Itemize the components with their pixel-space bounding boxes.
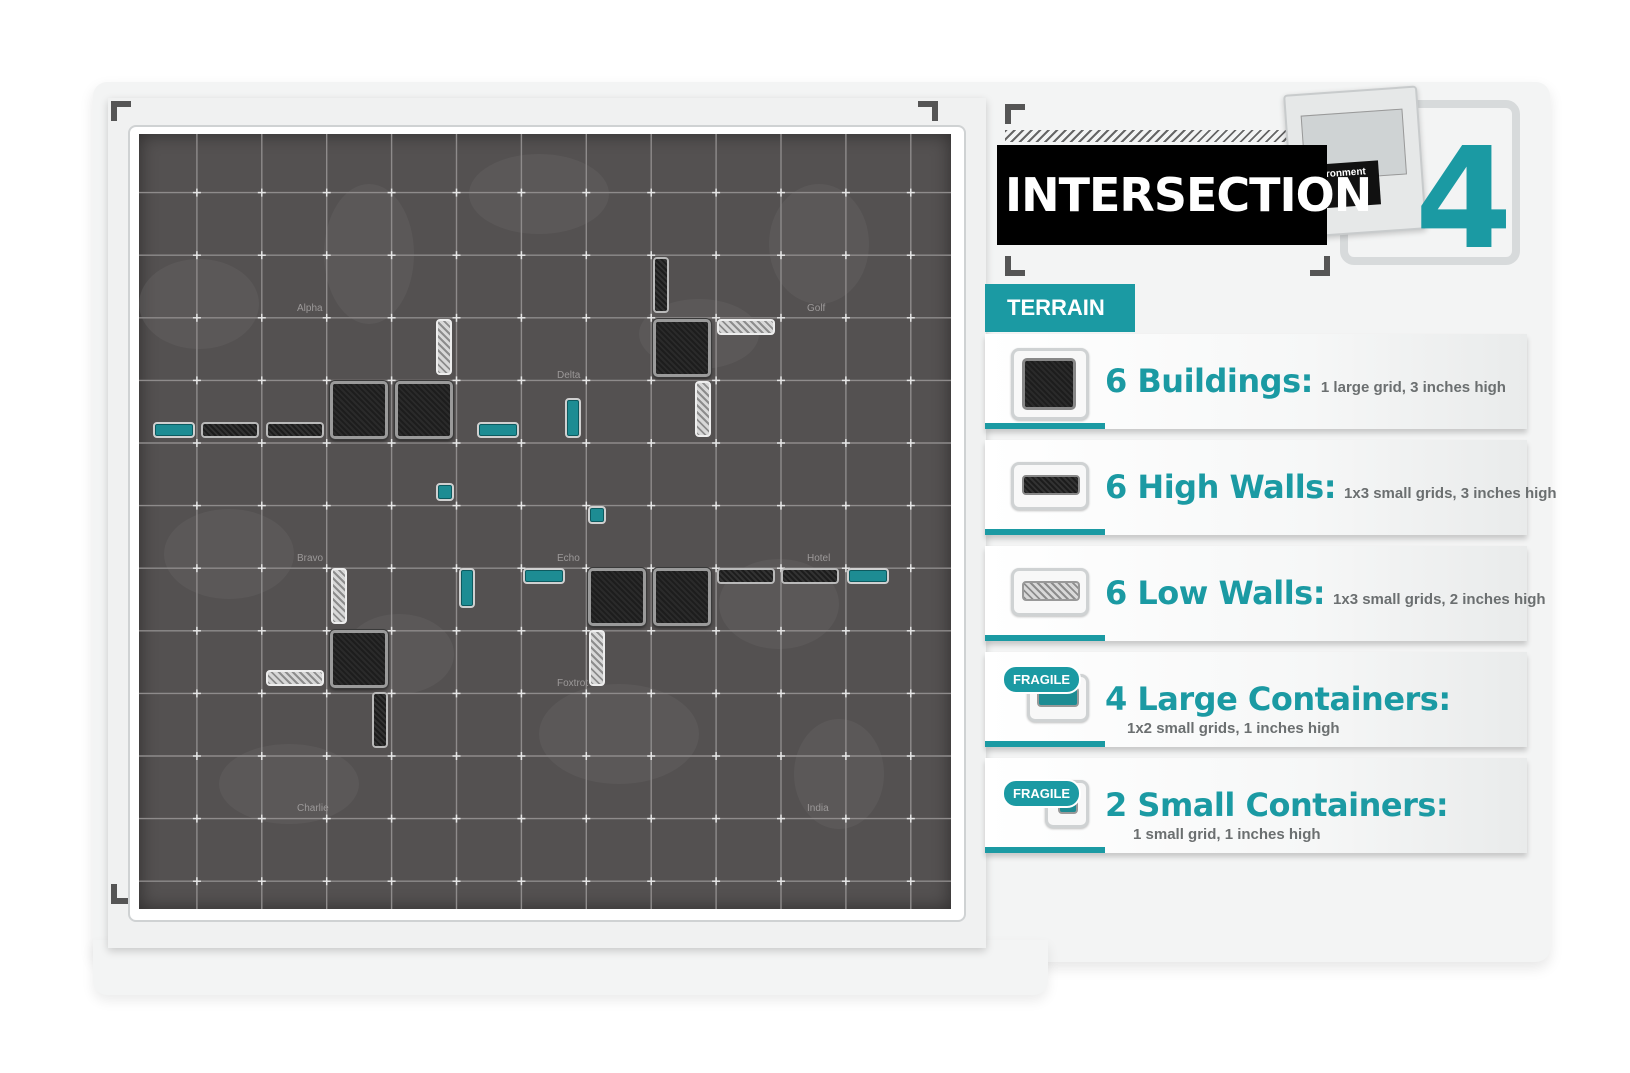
large-container-piece bbox=[153, 422, 195, 438]
terrain-desc: 1x3 small grids, 3 inches high bbox=[1344, 485, 1557, 502]
low-wall-piece bbox=[695, 381, 711, 437]
frame-corner-icon bbox=[111, 101, 131, 121]
low-wall-piece bbox=[717, 319, 775, 335]
terrain-name: High Walls: bbox=[1137, 468, 1337, 506]
terrain-name: Small Containers: bbox=[1137, 786, 1449, 824]
zone-label: Golf bbox=[807, 303, 826, 314]
building-piece bbox=[330, 630, 388, 688]
terrain-count: 2 bbox=[1105, 786, 1127, 824]
building-icon bbox=[1011, 348, 1089, 420]
high-wall-piece bbox=[653, 257, 669, 313]
terrain-row-small-containers: 2 Small Containers: 1 small grid, 1 inch… bbox=[985, 758, 1527, 853]
high-wall-piece bbox=[717, 568, 775, 584]
terrain-row-low-walls: 6 Low Walls: 1x3 small grids, 2 inches hi… bbox=[985, 546, 1546, 641]
low-wall-piece bbox=[436, 319, 452, 375]
terrain-desc: 1x3 small grids, 2 inches high bbox=[1333, 591, 1546, 608]
low-wall-piece bbox=[589, 630, 605, 686]
zone-label: Charlie bbox=[297, 803, 329, 814]
building-piece bbox=[653, 568, 711, 626]
large-container-piece bbox=[523, 568, 565, 584]
zone-label: Delta bbox=[557, 370, 581, 381]
high-wall-piece bbox=[781, 568, 839, 584]
row-accent-underline bbox=[985, 741, 1105, 747]
title-corner-icon bbox=[1005, 256, 1025, 276]
game-board: Alpha Bravo Charlie Delta Echo Foxtrot Golf Hot… bbox=[139, 134, 951, 909]
terrain-row-high-walls: 6 High Walls: 1x3 small grids, 3 inches h… bbox=[985, 440, 1557, 535]
card-background-tab bbox=[93, 940, 1048, 995]
terrain-count: 6 bbox=[1105, 574, 1127, 612]
row-accent-underline bbox=[985, 635, 1105, 641]
terrain-desc: 1 small grid, 1 inches high bbox=[1133, 826, 1321, 843]
zone-label: Alpha bbox=[297, 303, 323, 314]
high-wall-piece bbox=[201, 422, 259, 438]
terrain-count: 6 bbox=[1105, 362, 1127, 400]
zone-label: Hotel bbox=[807, 553, 830, 564]
low-wall-icon bbox=[1011, 568, 1089, 616]
terrain-row-buildings: 6 Buildings: 1 large grid, 3 inches high bbox=[985, 334, 1527, 429]
title-hatch-decoration bbox=[1005, 130, 1335, 142]
board-grid: Alpha Bravo Charlie Delta Echo Foxtrot Golf Hot… bbox=[139, 134, 951, 909]
row-accent-underline bbox=[985, 847, 1105, 853]
terrain-count: 6 bbox=[1105, 468, 1127, 506]
small-container-piece bbox=[588, 506, 606, 524]
fragile-badge: FRAGILE bbox=[1002, 779, 1082, 808]
terrain-section-label: TERRAIN bbox=[985, 284, 1135, 332]
card-number: 4 bbox=[1415, 118, 1513, 281]
terrain-name: Buildings: bbox=[1137, 362, 1313, 400]
large-container-piece bbox=[459, 568, 475, 608]
terrain-desc: 1x2 small grids, 1 inches high bbox=[1127, 720, 1340, 737]
card-title: INTERSECTION bbox=[997, 145, 1372, 245]
row-accent-underline bbox=[985, 529, 1105, 535]
low-wall-piece bbox=[331, 568, 347, 624]
zone-label: India bbox=[807, 803, 829, 814]
frame-corner-icon bbox=[918, 101, 938, 121]
fragile-badge: FRAGILE bbox=[1002, 665, 1082, 694]
large-container-piece bbox=[565, 398, 581, 438]
terrain-count: 4 bbox=[1105, 680, 1127, 718]
zone-label: Bravo bbox=[297, 553, 324, 564]
high-wall-piece bbox=[266, 422, 324, 438]
terrain-desc: 1 large grid, 3 inches high bbox=[1320, 379, 1506, 396]
high-wall-piece bbox=[372, 692, 388, 748]
terrain-name: Large Containers: bbox=[1137, 680, 1451, 718]
high-wall-icon bbox=[1011, 462, 1089, 510]
small-container-piece bbox=[436, 483, 454, 501]
building-piece bbox=[588, 568, 646, 626]
terrain-name: Low Walls: bbox=[1137, 574, 1326, 612]
building-piece bbox=[395, 381, 453, 439]
large-container-piece bbox=[477, 422, 519, 438]
building-piece bbox=[653, 319, 711, 377]
frame-corner-icon bbox=[111, 884, 131, 904]
zone-label: Echo bbox=[557, 553, 580, 564]
title-corner-icon bbox=[1310, 256, 1330, 276]
title-corner-icon bbox=[1005, 104, 1025, 124]
low-wall-piece bbox=[266, 670, 324, 686]
zone-label: Foxtrot bbox=[557, 678, 588, 689]
large-container-piece bbox=[847, 568, 889, 584]
row-accent-underline bbox=[985, 423, 1105, 429]
building-piece bbox=[330, 381, 388, 439]
